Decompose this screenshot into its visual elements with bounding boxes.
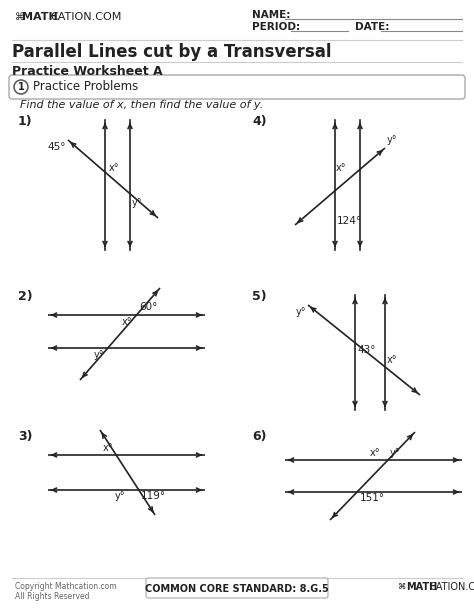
- Text: COMMON CORE STANDARD: 8.G.5: COMMON CORE STANDARD: 8.G.5: [145, 584, 329, 594]
- Text: 60°: 60°: [139, 302, 158, 312]
- Text: CATION.COM: CATION.COM: [430, 582, 474, 592]
- Text: x°: x°: [369, 448, 380, 458]
- Text: 45°: 45°: [47, 142, 66, 152]
- Text: PERIOD:: PERIOD:: [252, 22, 300, 32]
- Text: 124°: 124°: [337, 216, 362, 226]
- Text: y°: y°: [295, 307, 306, 317]
- Text: Practice Problems: Practice Problems: [33, 80, 138, 94]
- Text: Practice Worksheet A: Practice Worksheet A: [12, 65, 163, 78]
- Text: 2): 2): [18, 290, 33, 303]
- Text: x°: x°: [103, 443, 113, 453]
- Text: CATION.COM: CATION.COM: [50, 12, 121, 22]
- Text: 1): 1): [18, 115, 33, 128]
- Text: 3): 3): [18, 430, 33, 443]
- Text: DATE:: DATE:: [355, 22, 389, 32]
- Text: ⌘: ⌘: [15, 12, 28, 22]
- Text: ⌘: ⌘: [398, 582, 409, 591]
- Text: x°: x°: [336, 163, 346, 173]
- Text: MATH: MATH: [22, 12, 58, 22]
- Text: 5): 5): [252, 290, 266, 303]
- Circle shape: [14, 80, 28, 94]
- Text: y°: y°: [390, 448, 401, 458]
- Text: 4): 4): [252, 115, 266, 128]
- Text: y°: y°: [132, 198, 143, 208]
- Text: 151°: 151°: [360, 493, 385, 503]
- Text: y°: y°: [114, 491, 125, 501]
- Text: y°: y°: [387, 135, 398, 145]
- Text: 1: 1: [18, 82, 24, 92]
- Text: x°: x°: [122, 317, 133, 327]
- FancyBboxPatch shape: [9, 75, 465, 99]
- Text: Copyright Mathcation.com
All Rights Reserved: Copyright Mathcation.com All Rights Rese…: [15, 582, 117, 601]
- Text: MATH: MATH: [406, 582, 437, 592]
- Text: 43°: 43°: [357, 345, 375, 355]
- Text: Parallel Lines cut by a Transversal: Parallel Lines cut by a Transversal: [12, 43, 331, 61]
- Text: 119°: 119°: [141, 491, 166, 501]
- Text: NAME:: NAME:: [252, 10, 291, 20]
- Text: 6): 6): [252, 430, 266, 443]
- Text: y°: y°: [93, 350, 104, 360]
- Text: Find the value of x, then find the value of y.: Find the value of x, then find the value…: [20, 100, 263, 110]
- FancyBboxPatch shape: [146, 578, 328, 598]
- Text: x°: x°: [109, 163, 119, 173]
- Text: x°: x°: [387, 355, 398, 365]
